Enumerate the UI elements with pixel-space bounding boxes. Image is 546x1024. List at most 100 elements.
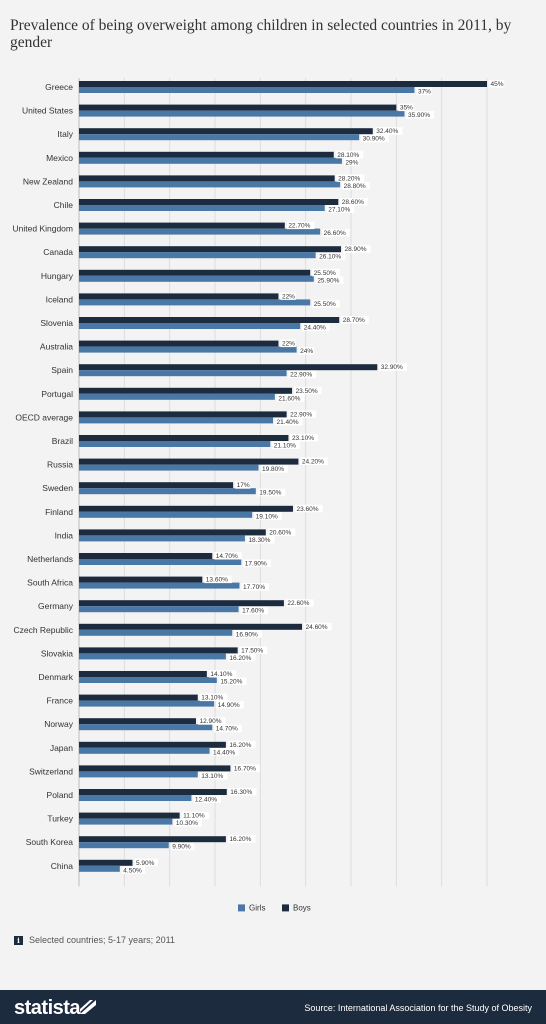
bar-boys[interactable]	[79, 175, 335, 182]
category-label: Australia	[40, 342, 73, 352]
bar-girls[interactable]	[79, 181, 341, 188]
bar-boys[interactable]	[79, 789, 227, 795]
bar-girls[interactable]	[79, 559, 242, 565]
data-label-girls: 14.90%	[218, 702, 240, 709]
bar-girls[interactable]	[79, 795, 192, 801]
bar-girls[interactable]	[79, 582, 240, 589]
bar-girls[interactable]	[79, 134, 360, 141]
data-label-bg	[398, 103, 414, 112]
bar-girls[interactable]	[79, 393, 275, 400]
bar-girls[interactable]	[79, 535, 245, 542]
bar-girls[interactable]	[79, 747, 210, 754]
bar-boys[interactable]	[79, 836, 226, 843]
bar-boys[interactable]	[79, 246, 342, 253]
bar-boys[interactable]	[79, 199, 339, 205]
bar-girls[interactable]	[79, 299, 311, 306]
bar-boys[interactable]	[79, 600, 284, 607]
data-label-bg	[286, 221, 315, 230]
legend-swatch[interactable]	[238, 904, 245, 912]
bar-boys[interactable]	[79, 765, 231, 772]
brand-logo[interactable]: statista	[14, 997, 81, 1019]
bar-boys[interactable]	[79, 671, 207, 677]
bar-girls[interactable]	[79, 842, 169, 849]
bar-boys[interactable]	[79, 317, 340, 323]
bar-girls[interactable]	[79, 346, 297, 353]
bar-girls[interactable]	[79, 205, 325, 211]
bar-girls[interactable]	[79, 677, 217, 683]
bar-boys[interactable]	[79, 529, 266, 536]
data-label-boys: 5.90%	[136, 860, 155, 867]
bar-boys[interactable]	[79, 553, 213, 559]
bar-boys[interactable]	[79, 340, 279, 347]
data-label-bg	[288, 410, 317, 418]
legend-swatch[interactable]	[282, 904, 289, 912]
data-label-girls: 17.60%	[242, 608, 264, 615]
legend-label[interactable]: Boys	[293, 903, 311, 912]
data-label-girls: 22.90%	[290, 372, 312, 379]
bar-boys[interactable]	[79, 718, 196, 725]
category-label: Turkey	[47, 814, 73, 824]
bar-boys[interactable]	[79, 293, 279, 300]
bar-girls[interactable]	[79, 110, 405, 117]
data-label-girls: 14.70%	[216, 726, 238, 733]
bar-girls[interactable]	[79, 275, 314, 282]
bar-boys[interactable]	[79, 104, 397, 111]
bar-girls[interactable]	[79, 724, 213, 731]
data-label-bg	[336, 174, 365, 182]
bar-girls[interactable]	[79, 488, 256, 495]
bar-boys[interactable]	[79, 81, 487, 87]
bar-girls[interactable]	[79, 629, 233, 636]
bar-boys[interactable]	[79, 435, 289, 441]
bar-boys[interactable]	[79, 623, 303, 630]
info-icon[interactable]: i	[14, 935, 23, 945]
data-label-boys: 23.50%	[296, 388, 318, 395]
data-label-bg	[290, 434, 319, 442]
bar-boys[interactable]	[79, 859, 133, 866]
bar-girls[interactable]	[79, 323, 301, 329]
bar-girls[interactable]	[79, 771, 198, 778]
bar-girls[interactable]	[79, 417, 274, 424]
bar-girls[interactable]	[79, 818, 173, 825]
data-label-bg	[374, 127, 403, 135]
bar-boys[interactable]	[79, 151, 334, 158]
bar-girls[interactable]	[79, 865, 120, 872]
bar-girls[interactable]	[79, 370, 287, 377]
bar-girls[interactable]	[79, 653, 226, 660]
data-label-bg	[241, 583, 270, 591]
source-link[interactable]: Source: International Association for th…	[304, 1003, 532, 1013]
category-label: Denmark	[39, 672, 74, 682]
legend-label[interactable]: Girls	[249, 903, 265, 912]
bar-girls[interactable]	[79, 511, 253, 518]
data-label-boys: 22.90%	[290, 411, 312, 418]
bar-boys[interactable]	[79, 128, 373, 135]
bar-boys[interactable]	[79, 222, 285, 229]
bar-boys[interactable]	[79, 694, 198, 701]
bar-girls[interactable]	[79, 252, 316, 259]
data-label-boys: 23.60%	[296, 506, 318, 513]
bar-boys[interactable]	[79, 411, 287, 418]
bar-boys[interactable]	[79, 647, 238, 654]
bar-boys[interactable]	[79, 505, 293, 512]
bar-boys[interactable]	[79, 482, 234, 489]
bar-boys[interactable]	[79, 812, 180, 819]
bar-boys[interactable]	[79, 458, 299, 465]
category-label: Netherlands	[27, 554, 73, 564]
bar-boys[interactable]	[79, 576, 203, 583]
bar-boys[interactable]	[79, 741, 226, 748]
bar-girls[interactable]	[79, 606, 239, 613]
bar-boys[interactable]	[79, 387, 293, 394]
data-label-bg	[322, 229, 350, 237]
bar-girls[interactable]	[79, 464, 259, 471]
category-label: South Korea	[26, 837, 74, 847]
bar-girls[interactable]	[79, 700, 215, 707]
bar-girls[interactable]	[79, 87, 415, 93]
bar-girls[interactable]	[79, 228, 321, 235]
data-label-bg	[300, 457, 329, 466]
bar-girls[interactable]	[79, 441, 271, 447]
bar-boys[interactable]	[79, 364, 378, 371]
bar-girls[interactable]	[79, 157, 342, 164]
data-label-bg	[228, 788, 257, 796]
bar-boys[interactable]	[79, 269, 311, 276]
data-label-boys: 14.10%	[210, 671, 232, 678]
data-label-bg	[134, 858, 158, 867]
